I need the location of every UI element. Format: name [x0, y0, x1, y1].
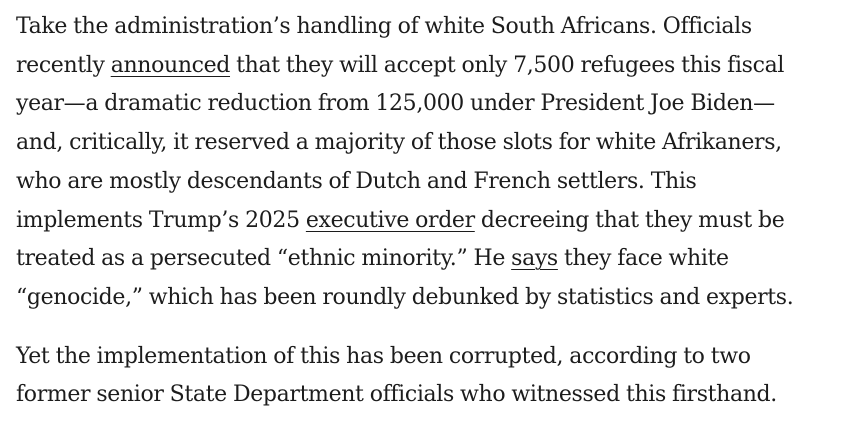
text-line: Yet the implementation of this has been … [16, 343, 751, 369]
executive-order-link[interactable]: executive order [305, 207, 475, 233]
text-segment: that they will accept only 7,500 refugee… [230, 52, 785, 78]
text-segment: implements Trump’s 2025 [16, 207, 306, 233]
text-segment: they face white [557, 246, 729, 272]
text-line: former senior State Department officials… [16, 382, 777, 408]
text-line: implements Trump’s 2025 executive order … [16, 202, 842, 241]
text-line: year—a dramatic reduction from 125,000 u… [16, 91, 775, 117]
text-line: “genocide,” which has been roundly debun… [16, 284, 794, 310]
text-line: and, critically, it reserved a majority … [16, 130, 782, 156]
text-segment: decreeing that they must be [474, 207, 785, 233]
article-body: Take the administration’s handling of wh… [16, 8, 842, 415]
paragraph-afrikaner-refugees: Take the administration’s handling of wh… [16, 8, 842, 318]
text-line: Take the administration’s handling of wh… [16, 14, 752, 39]
text-line: treated as a persecuted “ethnic minority… [16, 240, 842, 279]
announced-link[interactable]: announced [110, 52, 231, 78]
text-line: recently announced that they will accept… [16, 47, 842, 86]
paragraph-implementation-corrupted: Yet the implementation of this has been … [16, 338, 842, 415]
text-line: who are mostly descendants of Dutch and … [16, 168, 697, 194]
text-segment: recently [16, 52, 111, 78]
text-segment: treated as a persecuted “ethnic minority… [16, 246, 512, 272]
says-link[interactable]: says [511, 246, 558, 272]
